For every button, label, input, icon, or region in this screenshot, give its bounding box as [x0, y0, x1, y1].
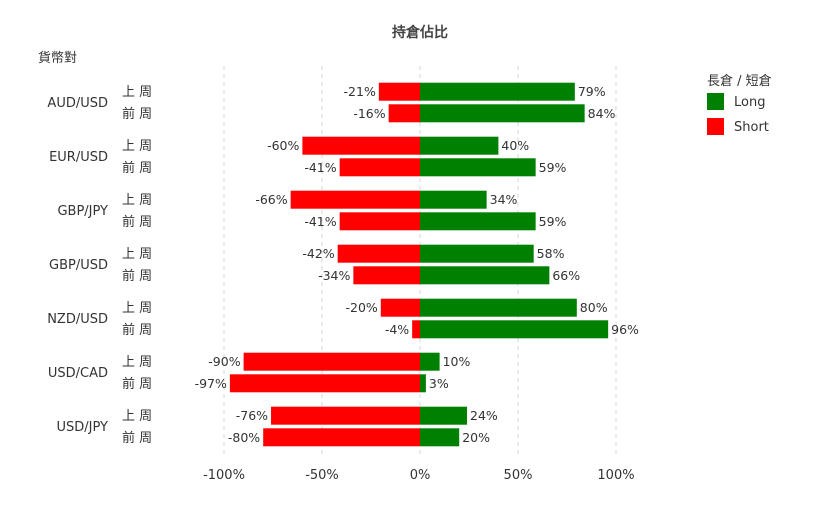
- y-axis-title: 貨幣對: [38, 50, 77, 66]
- subcategory-label: 前 周: [122, 376, 152, 392]
- bar-short[interactable]: [271, 406, 420, 425]
- data-label-short: -20%: [346, 300, 378, 315]
- data-label-short: -90%: [208, 354, 240, 369]
- bar-long[interactable]: [420, 298, 577, 317]
- category-label: USD/CAD: [48, 366, 108, 381]
- legend[interactable]: 長倉 / 短倉 Long Short: [707, 74, 772, 135]
- bar-long[interactable]: [420, 136, 499, 155]
- subcategory-label: 前 周: [122, 430, 152, 446]
- data-label-short: -16%: [353, 106, 385, 121]
- data-label-long: 79%: [578, 84, 606, 99]
- category-label: GBP/USD: [49, 258, 108, 273]
- legend-label: Short: [734, 120, 769, 135]
- category-label: AUD/USD: [47, 96, 108, 111]
- data-label-long: 96%: [611, 322, 639, 337]
- data-label-short: -66%: [255, 192, 287, 207]
- bar-short[interactable]: [263, 428, 420, 447]
- subcategory-label: 上 周: [122, 247, 152, 262]
- subcategory-label: 前 周: [122, 214, 152, 230]
- bar-long[interactable]: [420, 82, 575, 101]
- data-label-short: -41%: [304, 214, 336, 229]
- bar-short[interactable]: [378, 82, 420, 101]
- bars-group: [229, 82, 609, 447]
- legend-swatch: [707, 93, 724, 110]
- subcategory-label: 上 周: [122, 301, 152, 316]
- bar-long[interactable]: [420, 190, 487, 209]
- legend-item-short[interactable]: Short: [707, 118, 769, 135]
- bar-long[interactable]: [420, 352, 440, 371]
- data-label-long: 66%: [552, 268, 580, 283]
- legend-title: 長倉 / 短倉: [707, 74, 772, 89]
- subcategory-label: 上 周: [122, 409, 152, 424]
- x-tick-label: -100%: [203, 468, 245, 483]
- data-label-long: 58%: [537, 246, 565, 261]
- x-tick-label: 50%: [504, 468, 533, 483]
- legend-swatch: [707, 118, 724, 135]
- legend-item-long[interactable]: Long: [707, 93, 765, 110]
- data-label-short: -21%: [344, 84, 376, 99]
- subcategory-label: 上 周: [122, 355, 152, 370]
- data-label-long: 80%: [580, 300, 608, 315]
- bar-long[interactable]: [420, 266, 550, 285]
- bar-short[interactable]: [412, 320, 420, 339]
- x-tick-label: -50%: [305, 468, 339, 483]
- legend-items[interactable]: Long Short: [707, 93, 769, 135]
- category-label: NZD/USD: [47, 312, 108, 327]
- x-tick-label: 0%: [410, 468, 431, 483]
- x-tick-label: 100%: [597, 468, 634, 483]
- subcategory-label: 前 周: [122, 106, 152, 122]
- data-label-long: 10%: [443, 354, 471, 369]
- bar-long[interactable]: [420, 158, 536, 177]
- data-label-short: -80%: [228, 430, 260, 445]
- bar-long[interactable]: [420, 428, 460, 447]
- data-label-long: 84%: [588, 106, 616, 121]
- bar-short[interactable]: [229, 374, 420, 393]
- bar-long[interactable]: [420, 212, 536, 231]
- bar-long[interactable]: [420, 320, 609, 339]
- data-label-long: 40%: [501, 138, 529, 153]
- bar-short[interactable]: [388, 104, 420, 123]
- data-label-short: -41%: [304, 160, 336, 175]
- legend-label: Long: [734, 95, 765, 110]
- subcategory-label: 前 周: [122, 268, 152, 284]
- bar-short[interactable]: [353, 266, 420, 285]
- data-label-short: -97%: [195, 376, 227, 391]
- subcategory-label: 上 周: [122, 193, 152, 208]
- data-label-short: -34%: [318, 268, 350, 283]
- bar-short[interactable]: [302, 136, 420, 155]
- data-label-long: 3%: [429, 376, 449, 391]
- bar-short[interactable]: [337, 244, 420, 263]
- category-label: EUR/USD: [49, 150, 108, 165]
- data-label-long: 59%: [539, 214, 567, 229]
- data-label-long: 34%: [490, 192, 518, 207]
- bar-short[interactable]: [339, 212, 420, 231]
- bar-long[interactable]: [420, 374, 426, 393]
- data-label-long: 20%: [462, 430, 490, 445]
- subcategory-label: 前 周: [122, 160, 152, 176]
- data-label-long: 59%: [539, 160, 567, 175]
- x-tick-labels-group: -100% -50% 0% 50% 100%: [203, 468, 635, 483]
- category-label: USD/JPY: [57, 420, 109, 435]
- data-labels-group: -21% 79% -16% 84% -60% 40% -41% 59% -66% 34% -41% 5…: [195, 84, 639, 445]
- data-label-short: -60%: [267, 138, 299, 153]
- bar-long[interactable]: [420, 244, 534, 263]
- bar-long[interactable]: [420, 406, 468, 425]
- data-label-long: 24%: [470, 408, 498, 423]
- bar-short[interactable]: [243, 352, 420, 371]
- chart-title: 持倉佔比: [392, 24, 448, 41]
- data-label-short: -4%: [385, 322, 409, 337]
- bar-short[interactable]: [339, 158, 420, 177]
- subcategory-label: 前 周: [122, 322, 152, 338]
- bar-long[interactable]: [420, 104, 585, 123]
- category-label: GBP/JPY: [57, 204, 108, 219]
- subcategory-label: 上 周: [122, 85, 152, 100]
- bar-short[interactable]: [290, 190, 420, 209]
- bar-short[interactable]: [380, 298, 420, 317]
- data-label-short: -76%: [236, 408, 268, 423]
- subcategory-label: 上 周: [122, 139, 152, 154]
- data-label-short: -42%: [302, 246, 334, 261]
